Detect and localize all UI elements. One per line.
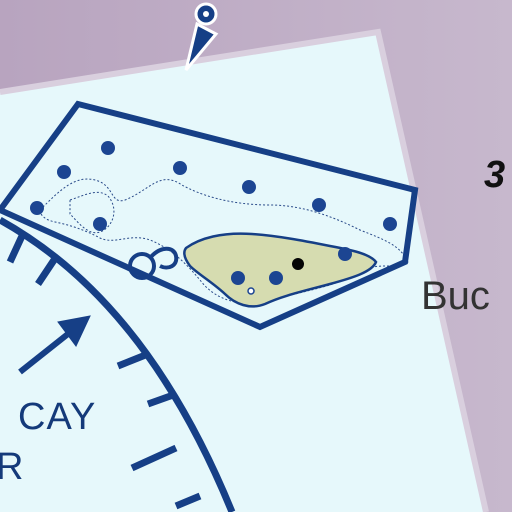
depth-contour-inner <box>69 191 115 234</box>
buoy <box>383 217 397 231</box>
buoy <box>247 287 255 295</box>
mooring-icon <box>128 246 179 280</box>
island <box>183 232 378 308</box>
buoy <box>292 258 304 270</box>
land-band-edge <box>0 28 489 512</box>
buoy <box>231 271 245 285</box>
place-label-buc: Buc <box>421 274 490 318</box>
buoy <box>93 217 107 231</box>
buoy <box>312 198 326 212</box>
buoy <box>269 271 283 285</box>
buoy <box>242 180 256 194</box>
direction-arrow-icon <box>18 315 91 375</box>
buoy <box>101 141 115 155</box>
place-label-cay: CAY <box>18 396 97 438</box>
channel-boundary <box>0 216 236 512</box>
buoy <box>57 165 71 179</box>
buoy <box>173 161 187 175</box>
depth-contour <box>39 178 409 304</box>
buoy <box>338 247 352 261</box>
mooring-buoys <box>30 141 397 295</box>
buoy <box>30 201 44 215</box>
protected-area-boundary <box>0 100 419 331</box>
north-arrow-icon <box>184 2 219 71</box>
place-label-r: R <box>0 446 24 488</box>
depth-number-label: 3 <box>484 154 506 196</box>
